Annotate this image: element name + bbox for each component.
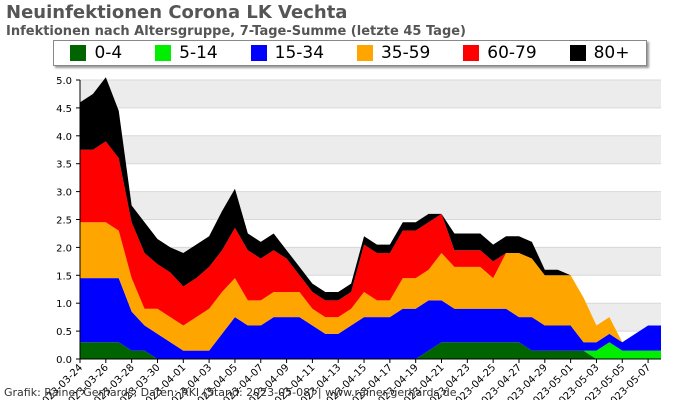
legend-swatch: [356, 45, 373, 61]
legend-label: 5-14: [179, 43, 218, 63]
area-series-35-59: [80, 222, 661, 351]
y-tick-label: 2.5: [56, 216, 72, 227]
y-tick-label: 3.5: [56, 160, 72, 171]
legend-item-0-4: 0-4: [70, 43, 122, 63]
grid-band: [80, 80, 661, 108]
legend-swatch: [70, 45, 87, 61]
legend-item-80+: 80+: [569, 43, 630, 63]
chart-subtitle: Infektionen nach Altersgruppe, 7-Tage-Su…: [6, 24, 467, 39]
legend-item-35-59: 35-59: [356, 43, 431, 63]
y-tick-label: 5.0: [56, 76, 72, 87]
y-tick-label: 4.0: [56, 132, 72, 143]
grid-band: [80, 191, 661, 220]
y-tick-label: 1.5: [56, 271, 72, 282]
area-series-0-4: [80, 342, 661, 359]
y-tick-label: 0.0: [56, 355, 72, 366]
legend-swatch: [569, 45, 586, 61]
y-tick-label: 4.5: [56, 104, 72, 115]
y-tick-label: 0.5: [56, 327, 72, 338]
area-series-5-14: [80, 342, 661, 359]
legend-swatch: [155, 45, 172, 61]
legend-label: 15-34: [274, 43, 325, 63]
legend-label: 35-59: [380, 43, 431, 63]
legend-label: 0-4: [94, 43, 123, 63]
legend-label: 60-79: [487, 43, 537, 63]
area-series-15-34: [80, 278, 661, 359]
y-tick-label: 1.0: [56, 299, 72, 310]
legend-item-15-34: 15-34: [250, 43, 325, 63]
legend: 0-4 5-14 15-34 35-59 60-79 80+: [53, 40, 647, 66]
chart-title: Neuinfektionen Corona LK Vechta: [6, 2, 348, 23]
y-tick-label: 2.0: [56, 243, 72, 254]
grid-band: [80, 135, 661, 164]
legend-item-60-79: 60-79: [463, 43, 537, 63]
legend-label: 80+: [593, 43, 630, 63]
credit-text: Grafik: Rainer Gerhards, Daten: RKI (Sta…: [4, 386, 457, 399]
legend-item-5-14: 5-14: [155, 43, 218, 63]
legend-swatch: [250, 45, 267, 61]
legend-swatch: [463, 45, 480, 61]
y-tick-label: 3.0: [56, 188, 72, 199]
